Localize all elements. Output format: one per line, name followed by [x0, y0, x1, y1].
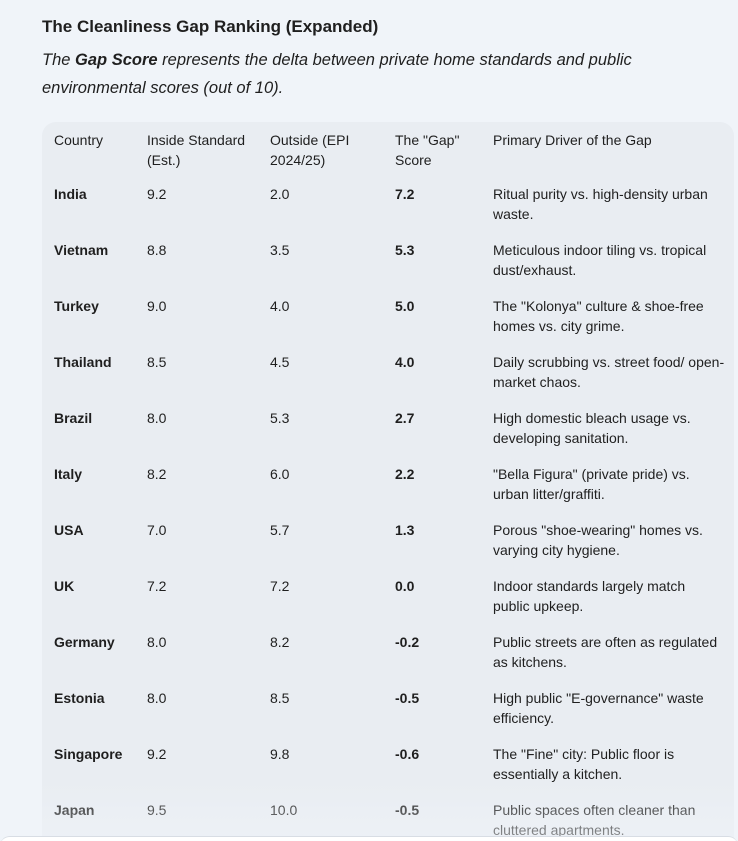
cell-country: Brazil [54, 410, 93, 426]
cell-country: UK [54, 578, 75, 594]
response-content: The Cleanliness Gap Ranking (Expanded) T… [42, 0, 738, 841]
cell-gap-score: 0.0 [395, 578, 415, 594]
cell-outside-epi: 5.3 [270, 410, 290, 426]
table-row: Vietnam 8.8 3.5 5.3 Meticulous indoor tiling… [54, 240, 725, 296]
section-heading: The Cleanliness Gap Ranking (Expanded) [42, 17, 379, 36]
intro-pre: The [42, 51, 76, 69]
cell-gap-score: 2.7 [395, 410, 415, 426]
cell-primary-driver: High public "E-governance" waste efficie… [493, 690, 704, 726]
cell-gap-score: 2.2 [395, 466, 415, 482]
intro-post: represents the delta between private hom… [42, 51, 632, 97]
table-row: Germany 8.0 8.2 -0.2 Public streets are ofte… [54, 632, 725, 688]
cell-gap-score: 5.3 [395, 242, 415, 258]
cell-outside-epi: 7.2 [270, 578, 290, 594]
cell-inside-standard: 8.5 [147, 354, 167, 370]
cell-outside-epi: 9.8 [270, 746, 290, 762]
table-row: Turkey 9.0 4.0 5.0 The "Kolonya" culture & s… [54, 296, 725, 352]
cell-primary-driver: The "Fine" city: Public floor is essenti… [493, 746, 675, 782]
header-inside-standard: Inside Standard (Est.) [147, 132, 246, 168]
header-gap-score: The "Gap" Score [395, 132, 460, 168]
cell-gap-score: 4.0 [395, 354, 415, 370]
cell-primary-driver: Porous "shoe-wearing" homes vs. varying … [493, 522, 703, 558]
chat-input-panel-edge [0, 836, 738, 841]
table-row: Thailand 8.5 4.5 4.0 Daily scrubbing vs. str… [54, 352, 725, 408]
table-row: UK 7.2 7.2 0.0 Indoor standards largely matc… [54, 576, 725, 632]
cell-country: Turkey [54, 298, 99, 314]
table-row: Italy 8.2 6.0 2.2 "Bella Figura" (private pr… [54, 464, 725, 520]
cell-inside-standard: 8.0 [147, 634, 167, 650]
cell-country: Japan [54, 802, 95, 818]
cell-inside-standard: 8.0 [147, 690, 167, 706]
cell-primary-driver: The "Kolonya" culture & shoe-free homes … [493, 298, 704, 334]
cell-outside-epi: 2.0 [270, 186, 290, 202]
cell-primary-driver: Daily scrubbing vs. street food/ open-ma… [493, 354, 725, 390]
cell-country: Italy [54, 466, 83, 482]
gap-ranking-table-container: Country Inside Standard (Est.) Outside (… [42, 122, 734, 841]
cell-country: Germany [54, 634, 115, 650]
cell-country: Estonia [54, 690, 105, 706]
cell-gap-score: -0.5 [395, 802, 420, 818]
cell-outside-epi: 8.2 [270, 634, 290, 650]
cell-inside-standard: 9.2 [147, 186, 167, 202]
cell-inside-standard: 9.2 [147, 746, 167, 762]
table-body: India 9.2 2.0 7.2 Ritual purity vs. high-den… [54, 184, 725, 841]
cell-outside-epi: 8.5 [270, 690, 290, 706]
cell-country: India [54, 186, 87, 202]
cell-outside-epi: 6.0 [270, 466, 290, 482]
cell-gap-score: -0.6 [395, 746, 420, 762]
table-row: India 9.2 2.0 7.2 Ritual purity vs. high-den… [54, 184, 725, 240]
cell-gap-score: 5.0 [395, 298, 415, 314]
cell-outside-epi: 3.5 [270, 242, 290, 258]
cell-primary-driver: Public spaces often cleaner than clutter… [493, 802, 696, 838]
cell-inside-standard: 7.0 [147, 522, 167, 538]
cell-primary-driver: High domestic bleach usage vs. developin… [493, 410, 691, 446]
table-row: Estonia 8.0 8.5 -0.5 High public "E-governan… [54, 688, 725, 744]
cell-outside-epi: 5.7 [270, 522, 290, 538]
table-header-row: Country Inside Standard (Est.) Outside (… [54, 122, 725, 184]
cell-primary-driver: Ritual purity vs. high-density urban was… [493, 186, 708, 222]
cell-outside-epi: 10.0 [270, 802, 298, 818]
cell-outside-epi: 4.0 [270, 298, 290, 314]
cell-inside-standard: 8.2 [147, 466, 167, 482]
cell-country: Thailand [54, 354, 112, 370]
intro-bold-term: Gap Score [75, 51, 158, 69]
gap-ranking-table: Country Inside Standard (Est.) Outside (… [54, 122, 725, 841]
table-row: Singapore 9.2 9.8 -0.6 The "Fine" city: Publ… [54, 744, 725, 800]
cell-primary-driver: Indoor standards largely match public up… [493, 578, 686, 614]
cell-primary-driver: Meticulous indoor tiling vs. tropical du… [493, 242, 707, 278]
cell-gap-score: 1.3 [395, 522, 415, 538]
cell-country: Singapore [54, 746, 123, 762]
cell-primary-driver: "Bella Figura" (private pride) vs. urban… [493, 466, 690, 502]
table-row: Brazil 8.0 5.3 2.7 High domestic bleach usag… [54, 408, 725, 464]
intro-paragraph: The Gap Score represents the delta betwe… [42, 46, 682, 102]
header-country: Country [54, 132, 104, 148]
cell-inside-standard: 8.0 [147, 410, 167, 426]
cell-country: USA [54, 522, 84, 538]
cell-country: Vietnam [54, 242, 109, 258]
table-row: USA 7.0 5.7 1.3 Porous "shoe-wearing" homes … [54, 520, 725, 576]
cell-gap-score: -0.5 [395, 690, 420, 706]
cell-inside-standard: 9.5 [147, 802, 167, 818]
cell-gap-score: -0.2 [395, 634, 420, 650]
cell-outside-epi: 4.5 [270, 354, 290, 370]
cell-primary-driver: Public streets are often as regulated as… [493, 634, 718, 670]
table-row: Japan 9.5 10.0 -0.5 Public spaces often clea… [54, 800, 725, 841]
cell-gap-score: 7.2 [395, 186, 415, 202]
cell-inside-standard: 7.2 [147, 578, 167, 594]
header-primary-driver: Primary Driver of the Gap [493, 132, 652, 148]
header-outside-epi: Outside (EPI 2024/25) [270, 132, 350, 168]
cell-inside-standard: 8.8 [147, 242, 167, 258]
cell-inside-standard: 9.0 [147, 298, 167, 314]
